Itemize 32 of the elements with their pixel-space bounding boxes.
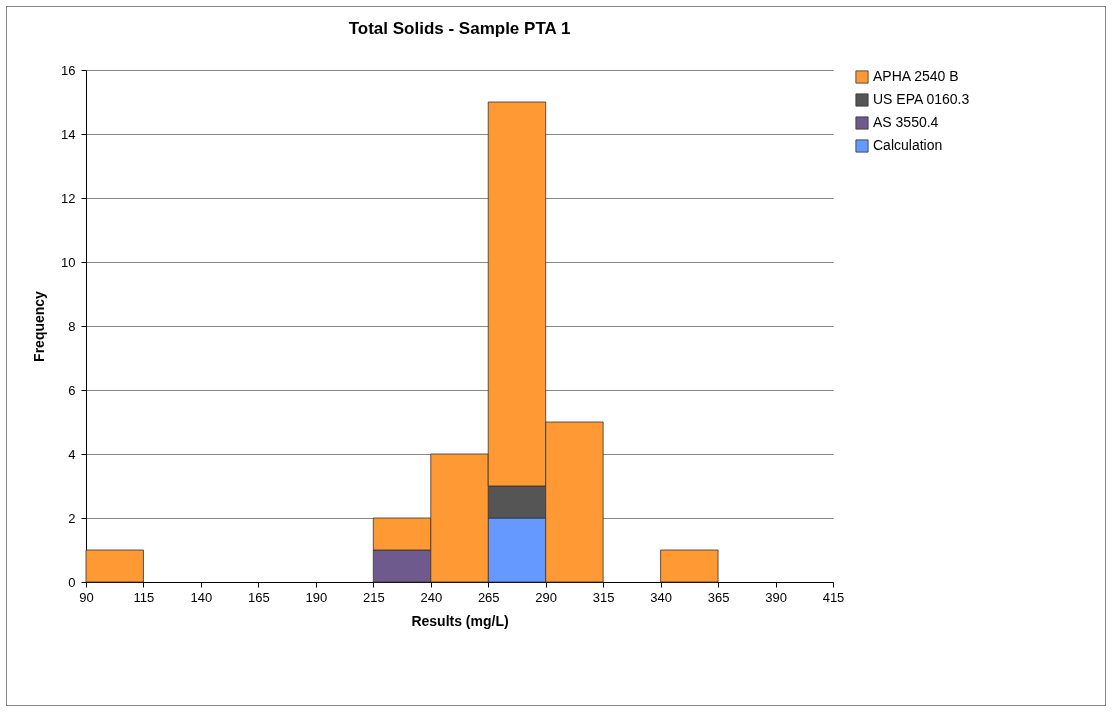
x-tick-label: 240 [420, 589, 443, 605]
y-tick-label: 6 [68, 382, 76, 398]
x-tick-label: 415 [822, 589, 845, 605]
x-tick-label: 140 [190, 589, 213, 605]
x-axis-title: Results (mg/L) [411, 612, 509, 629]
y-tick-label: 14 [61, 126, 76, 142]
x-tick-label: 340 [650, 589, 672, 605]
x-tick-label: 265 [477, 589, 500, 605]
bar [85, 549, 144, 583]
x-tick-label: 165 [248, 589, 270, 605]
chart-title: Total Solids - Sample PTA 1 [348, 19, 571, 38]
legend-label: Calculation [873, 137, 943, 153]
y-tick-label: 10 [61, 254, 76, 270]
x-tick-label: 115 [133, 589, 155, 605]
y-tick-label: 4 [68, 446, 76, 462]
legend-label: US EPA 0160.3 [873, 91, 970, 107]
legend-label: APHA 2540 B [873, 68, 959, 84]
y-tick-label: 0 [68, 574, 76, 590]
x-tick-label: 90 [79, 589, 94, 605]
x-tick-label: 190 [305, 589, 328, 605]
y-axis-title: Frequency [31, 290, 48, 362]
x-tick-label: 290 [535, 589, 558, 605]
y-tick-label: 12 [61, 190, 76, 206]
x-tick-label: 365 [707, 589, 730, 605]
x-tick-label: 390 [765, 589, 787, 605]
y-tick-label: 8 [68, 318, 76, 334]
x-tick-label: 315 [592, 589, 615, 605]
x-tick-label: 215 [362, 589, 385, 605]
y-tick-label: 2 [68, 510, 76, 526]
y-tick-label: 16 [61, 62, 76, 78]
legend-label: AS 3550.4 [873, 114, 939, 130]
bar [660, 549, 719, 583]
